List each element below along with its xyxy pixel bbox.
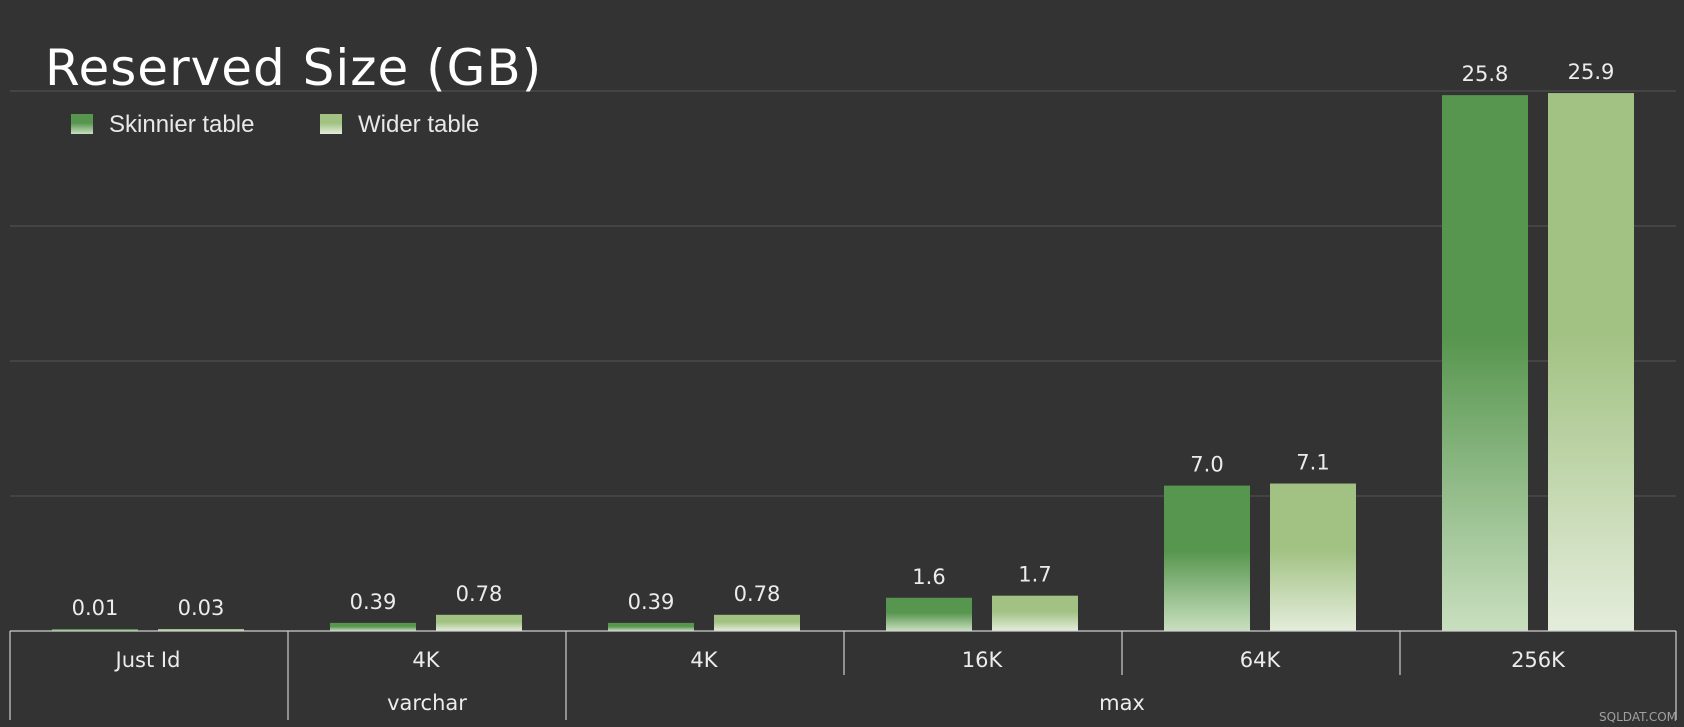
bar-skinnier-2[interactable] (608, 622, 694, 631)
data-label-skinnier-3: 1.6 (912, 565, 945, 589)
data-label-wider-4: 7.1 (1296, 451, 1329, 475)
data-label-wider-3: 1.7 (1018, 563, 1051, 587)
bar-skinnier-5[interactable] (1442, 95, 1528, 631)
legend-swatch-wider (320, 114, 342, 134)
data-label-skinnier-1: 0.39 (350, 590, 397, 614)
bar-skinnier-4[interactable] (1164, 485, 1250, 631)
data-labels-layer: 0.01 0.03 0.39 0.78 0.39 0.78 1.6 1.7 7.0 7.1 25.8… (72, 60, 1615, 620)
data-label-wider-1: 0.78 (456, 582, 503, 606)
data-label-wider-2: 0.78 (734, 582, 781, 606)
data-label-skinnier-4: 7.0 (1190, 453, 1223, 477)
x-tick-label-4: 64K (1240, 648, 1282, 672)
bar-wider-0[interactable] (158, 629, 244, 631)
legend: Skinnier table Wider table (71, 111, 479, 138)
bar-skinnier-3[interactable] (886, 597, 972, 631)
x-tick-label-2: 4K (690, 648, 718, 672)
watermark: SQLDAT.COM (1599, 710, 1677, 724)
legend-item-skinnier[interactable]: Skinnier table (71, 111, 254, 138)
x-group-label-2: max (1099, 691, 1145, 715)
bar-wider-5[interactable] (1548, 93, 1634, 632)
x-tick-label-1: 4K (412, 648, 440, 672)
bar-wider-4[interactable] (1270, 483, 1356, 631)
gridlines (10, 90, 1676, 497)
chart-title: Reserved Size (GB) (45, 39, 542, 97)
data-label-skinnier-2: 0.39 (628, 590, 675, 614)
x-tick-label-0: Just Id (114, 648, 181, 672)
data-label-skinnier-0: 0.01 (72, 596, 119, 620)
bar-wider-1[interactable] (436, 614, 522, 631)
data-label-skinnier-5: 25.8 (1462, 62, 1509, 86)
x-group-label-1: varchar (387, 691, 467, 715)
bars-layer (52, 93, 1634, 632)
legend-item-wider[interactable]: Wider table (320, 111, 479, 138)
data-label-wider-5: 25.9 (1568, 60, 1615, 84)
data-label-wider-0: 0.03 (178, 596, 225, 620)
legend-swatch-skinnier (71, 114, 93, 134)
x-axis: Just Id 4K 4K 16K 64K 256K varchar max (9, 630, 1677, 720)
x-tick-label-5: 256K (1511, 648, 1566, 672)
bar-skinnier-1[interactable] (330, 622, 416, 631)
bar-wider-3[interactable] (992, 595, 1078, 631)
bar-skinnier-0[interactable] (52, 629, 138, 631)
x-tick-label-3: 16K (962, 648, 1004, 672)
legend-label-wider: Wider table (358, 111, 479, 138)
bar-wider-2[interactable] (714, 614, 800, 631)
legend-label-skinnier: Skinnier table (109, 111, 254, 138)
